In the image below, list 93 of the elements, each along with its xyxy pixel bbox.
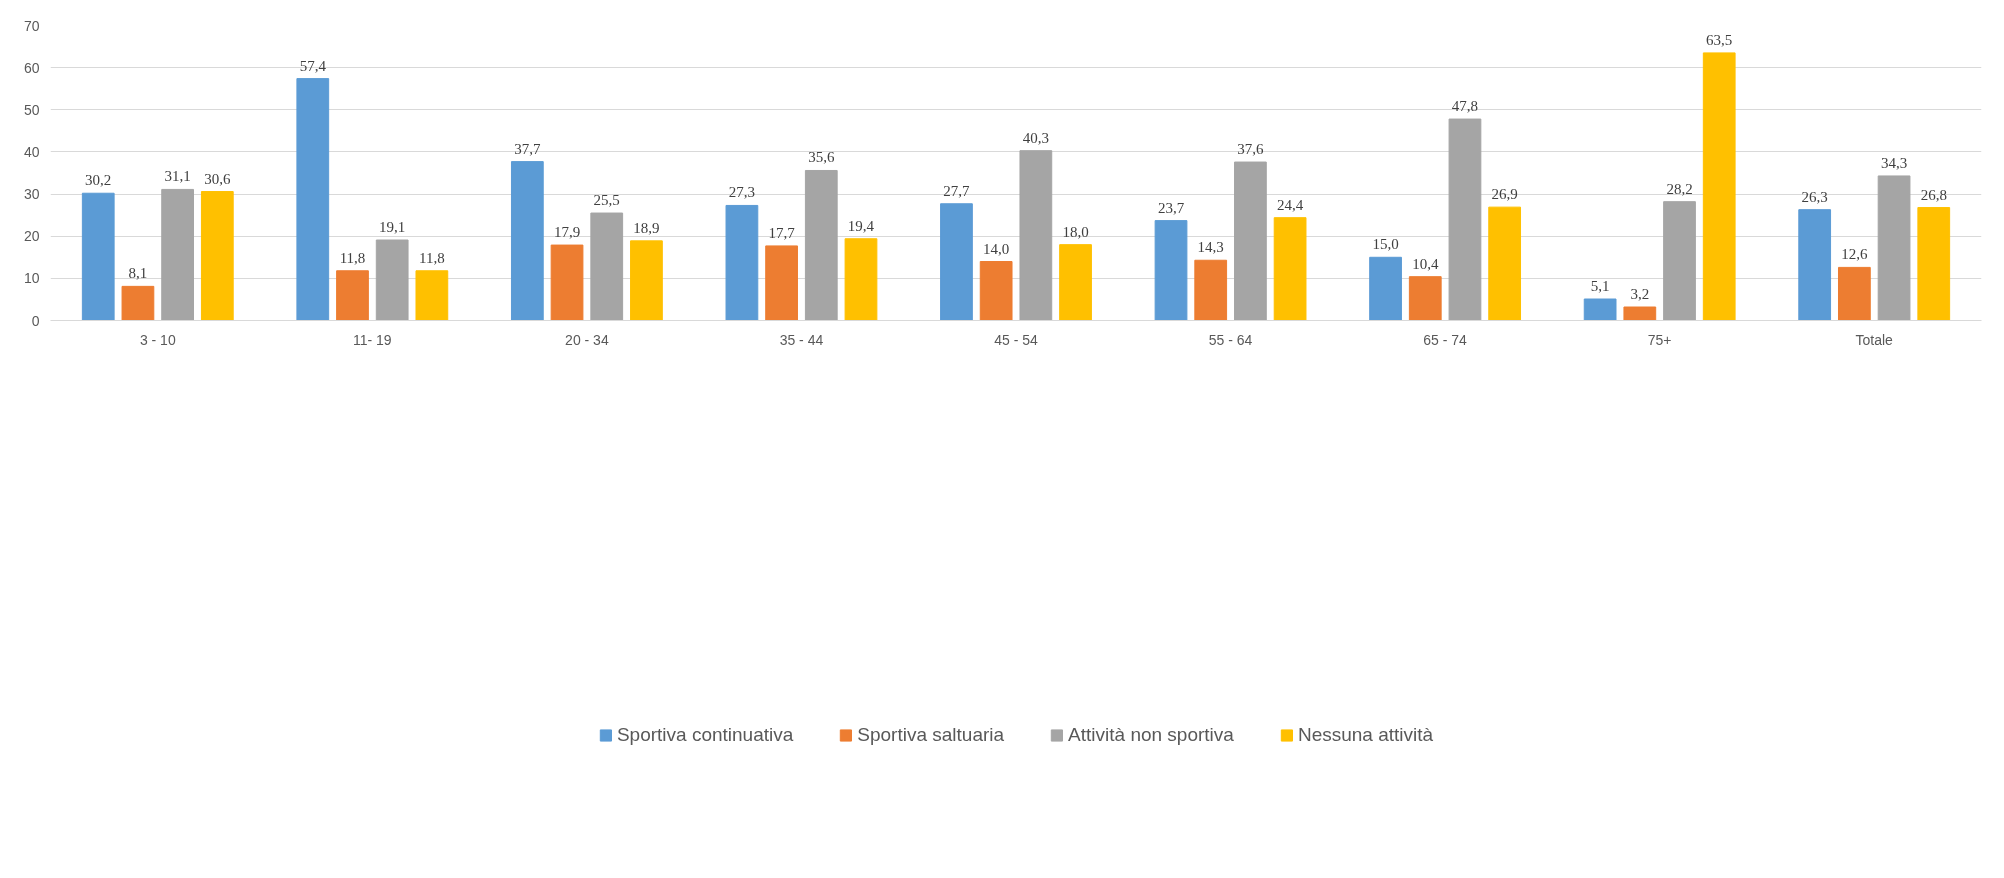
data-label: 26,8 bbox=[1920, 186, 1947, 203]
bar bbox=[630, 240, 663, 321]
data-label: 57,4 bbox=[299, 57, 327, 74]
bar bbox=[590, 212, 624, 321]
data-label: 34,3 bbox=[1880, 154, 1908, 171]
bar bbox=[161, 188, 194, 321]
data-label: 11,8 bbox=[339, 249, 366, 266]
data-label: 19,4 bbox=[847, 217, 875, 234]
legend-label: Sportiva continuativa bbox=[616, 723, 794, 746]
data-label: 31,1 bbox=[164, 168, 191, 185]
bar bbox=[81, 192, 115, 321]
data-label: 27,7 bbox=[943, 182, 971, 199]
data-label: 5,1 bbox=[1590, 278, 1610, 295]
data-label: 23,7 bbox=[1157, 199, 1185, 216]
legend-label: Sportiva saltuaria bbox=[857, 723, 1005, 746]
bar bbox=[1369, 256, 1402, 321]
y-tick-label: 70 bbox=[23, 17, 40, 34]
bar bbox=[979, 261, 1013, 321]
y-tick-label: 40 bbox=[23, 143, 40, 160]
bar bbox=[940, 203, 973, 321]
y-tick-label: 30 bbox=[23, 186, 40, 203]
data-label: 15,0 bbox=[1372, 236, 1399, 253]
data-label: 8,1 bbox=[128, 265, 148, 282]
data-label: 14,0 bbox=[983, 240, 1010, 257]
y-tick-label: 10 bbox=[23, 270, 40, 287]
data-label: 17,7 bbox=[768, 224, 796, 241]
data-label: 18,0 bbox=[1062, 223, 1089, 240]
y-tick-label: 60 bbox=[23, 59, 40, 76]
bar bbox=[1702, 52, 1736, 321]
bar bbox=[200, 191, 234, 321]
data-label: 30,2 bbox=[85, 172, 112, 189]
bar bbox=[1798, 209, 1832, 321]
bar bbox=[1154, 220, 1188, 321]
data-label: 40,3 bbox=[1022, 129, 1049, 146]
data-label: 30,6 bbox=[204, 170, 231, 187]
y-tick-label: 50 bbox=[23, 101, 40, 118]
data-label: 18,9 bbox=[633, 219, 660, 236]
x-tick-label: 55 - 64 bbox=[1208, 331, 1253, 348]
bar bbox=[1877, 175, 1911, 321]
data-label: 37,6 bbox=[1237, 141, 1265, 158]
bar bbox=[1059, 244, 1092, 321]
bar bbox=[415, 270, 449, 321]
bar bbox=[1623, 306, 1657, 321]
data-label: 12,6 bbox=[1841, 246, 1868, 263]
data-label: 26,9 bbox=[1491, 186, 1518, 203]
data-label: 3,2 bbox=[1630, 286, 1650, 303]
bar bbox=[1488, 206, 1522, 321]
data-label: 25,5 bbox=[593, 192, 620, 209]
data-label: 35,6 bbox=[808, 149, 835, 166]
bar bbox=[765, 245, 798, 321]
data-label: 63,5 bbox=[1706, 31, 1733, 48]
bar bbox=[1583, 298, 1617, 321]
data-label: 11,8 bbox=[419, 249, 445, 266]
bar bbox=[804, 169, 838, 321]
x-tick-label: 3 - 10 bbox=[139, 331, 176, 348]
bar bbox=[296, 78, 330, 321]
legend-label: Attività non sportiva bbox=[1068, 723, 1234, 746]
bar bbox=[1194, 259, 1228, 321]
bar bbox=[1019, 150, 1053, 321]
x-tick-label: 65 - 74 bbox=[1423, 331, 1468, 348]
bar bbox=[1273, 217, 1307, 321]
bar bbox=[336, 270, 369, 321]
data-label: 14,3 bbox=[1197, 239, 1224, 256]
data-label: 28,2 bbox=[1666, 180, 1693, 197]
data-label: 10,4 bbox=[1412, 255, 1439, 272]
bar bbox=[1917, 207, 1951, 321]
bar bbox=[844, 238, 878, 321]
bar bbox=[1663, 201, 1696, 321]
bar bbox=[725, 204, 759, 321]
y-tick-label: 20 bbox=[23, 228, 40, 245]
data-label: 17,9 bbox=[553, 224, 581, 241]
data-label: 47,8 bbox=[1451, 98, 1479, 115]
bar bbox=[121, 285, 155, 321]
bar bbox=[375, 239, 409, 321]
legend-label: Nessuna attività bbox=[1297, 723, 1434, 746]
bar bbox=[1838, 266, 1871, 321]
y-tick-label: 0 bbox=[31, 312, 40, 329]
x-tick-label: 11- 19 bbox=[353, 331, 392, 348]
data-label: 26,3 bbox=[1801, 188, 1828, 205]
bar bbox=[510, 161, 544, 321]
bar bbox=[1408, 276, 1442, 321]
x-tick-label: 35 - 44 bbox=[779, 331, 824, 348]
bar bbox=[550, 244, 584, 321]
data-label: 19,1 bbox=[379, 219, 406, 236]
x-tick-label: 75+ bbox=[1647, 331, 1672, 348]
x-tick-label: 45 - 54 bbox=[994, 331, 1039, 348]
x-tick-label: Totale bbox=[1855, 331, 1894, 348]
data-label: 37,7 bbox=[514, 140, 541, 157]
x-tick-label: 20 - 34 bbox=[565, 331, 609, 348]
data-label: 27,3 bbox=[728, 184, 756, 201]
bar bbox=[1234, 161, 1267, 321]
bar bbox=[1448, 118, 1482, 321]
data-label: 24,4 bbox=[1276, 196, 1304, 213]
